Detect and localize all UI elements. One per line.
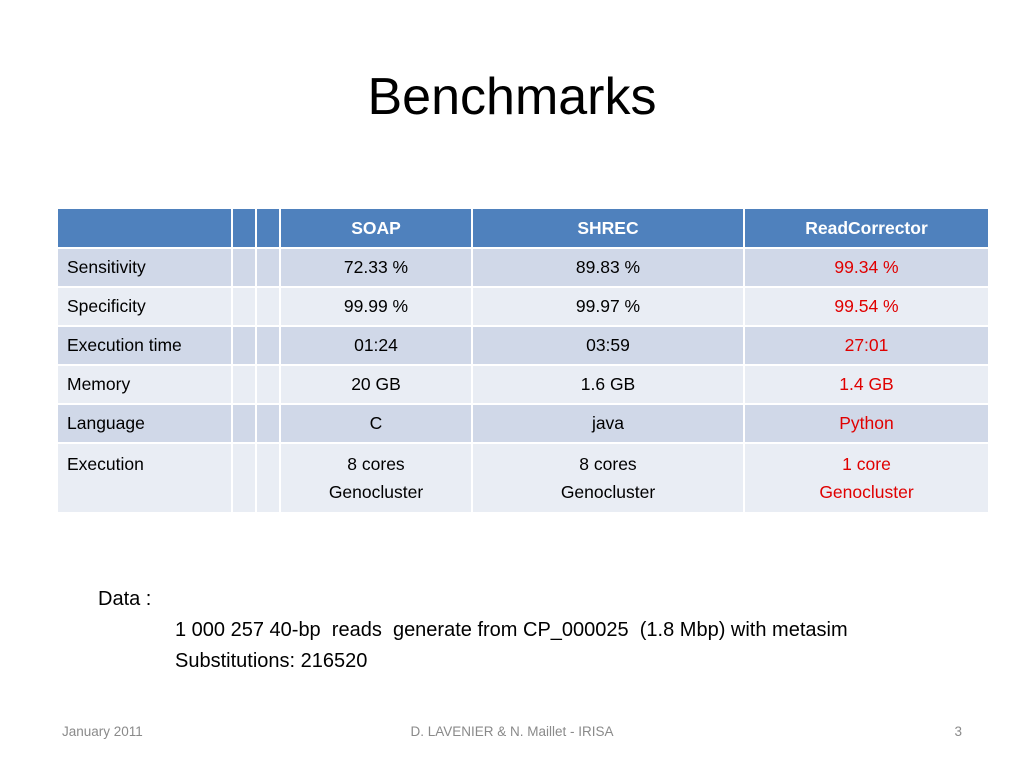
data-note: Data : 1 000 257 40-bp reads generate fr… [98,584,848,677]
soap-value: 01:24 [279,325,473,366]
readcorrector-value: 1 core Genocluster [743,442,990,514]
shrec-value: 89.83 % [471,247,745,288]
data-label: Data : [98,588,152,610]
readcorrector-value: 27:01 [743,325,990,366]
empty-cell [255,325,281,366]
table-row: Specificity 99.99 % 99.97 % 99.54 % [56,286,990,327]
empty-cell [231,325,257,366]
slide-title: Benchmarks [367,68,657,126]
header-shrec: SHREC [471,207,745,249]
cell-line: Genocluster [819,482,914,502]
cell-line: Genocluster [560,482,656,502]
footer-date: January 2011 [62,724,143,739]
header-cell-empty [231,207,257,249]
cell-line: Genocluster [328,482,424,502]
empty-cell [231,364,257,405]
empty-cell [255,286,281,327]
cell-line: 8 cores [579,454,637,474]
row-label: Execution [56,442,233,514]
row-label: Execution time [56,325,233,366]
data-line: Substitutions: 216520 [175,650,368,672]
header-cell-label [56,207,233,249]
empty-cell [255,442,281,514]
header-row: SOAP SHREC ReadCorrector [56,207,990,249]
empty-cell [255,364,281,405]
shrec-value: 99.97 % [471,286,745,327]
table-row: Execution time 01:24 03:59 27:01 [56,325,990,366]
readcorrector-value: 99.34 % [743,247,990,288]
table-row: Sensitivity 72.33 % 89.83 % 99.34 % [56,247,990,288]
empty-cell [231,403,257,444]
row-label: Language [56,403,233,444]
shrec-value: 1.6 GB [471,364,745,405]
row-label: Specificity [56,286,233,327]
benchmark-table: SOAP SHREC ReadCorrector Sensitivity 72.… [56,207,990,514]
table-row: Language C java Python [56,403,990,444]
empty-cell [255,403,281,444]
cell-line: 8 cores [347,454,405,474]
readcorrector-value: Python [743,403,990,444]
table-row: Execution 8 cores Genocluster 8 cores Ge… [56,442,990,514]
cell-line: 1 core [842,454,891,474]
shrec-value: java [471,403,745,444]
empty-cell [231,442,257,514]
soap-value: 8 cores Genocluster [279,442,473,514]
table-row: Memory 20 GB 1.6 GB 1.4 GB [56,364,990,405]
empty-cell [231,286,257,327]
row-label: Memory [56,364,233,405]
empty-cell [255,247,281,288]
shrec-value: 03:59 [471,325,745,366]
header-soap: SOAP [279,207,473,249]
empty-cell [231,247,257,288]
header-readcorrector: ReadCorrector [743,207,990,249]
header-cell-empty [255,207,281,249]
readcorrector-value: 99.54 % [743,286,990,327]
soap-value: C [279,403,473,444]
row-label: Sensitivity [56,247,233,288]
data-line: 1 000 257 40-bp reads generate from CP_0… [175,619,848,641]
soap-value: 20 GB [279,364,473,405]
shrec-value: 8 cores Genocluster [471,442,745,514]
readcorrector-value: 1.4 GB [743,364,990,405]
footer-authors: D. LAVENIER & N. Maillet - IRISA [410,724,614,739]
footer-page-number: 3 [954,724,962,739]
soap-value: 99.99 % [279,286,473,327]
soap-value: 72.33 % [279,247,473,288]
